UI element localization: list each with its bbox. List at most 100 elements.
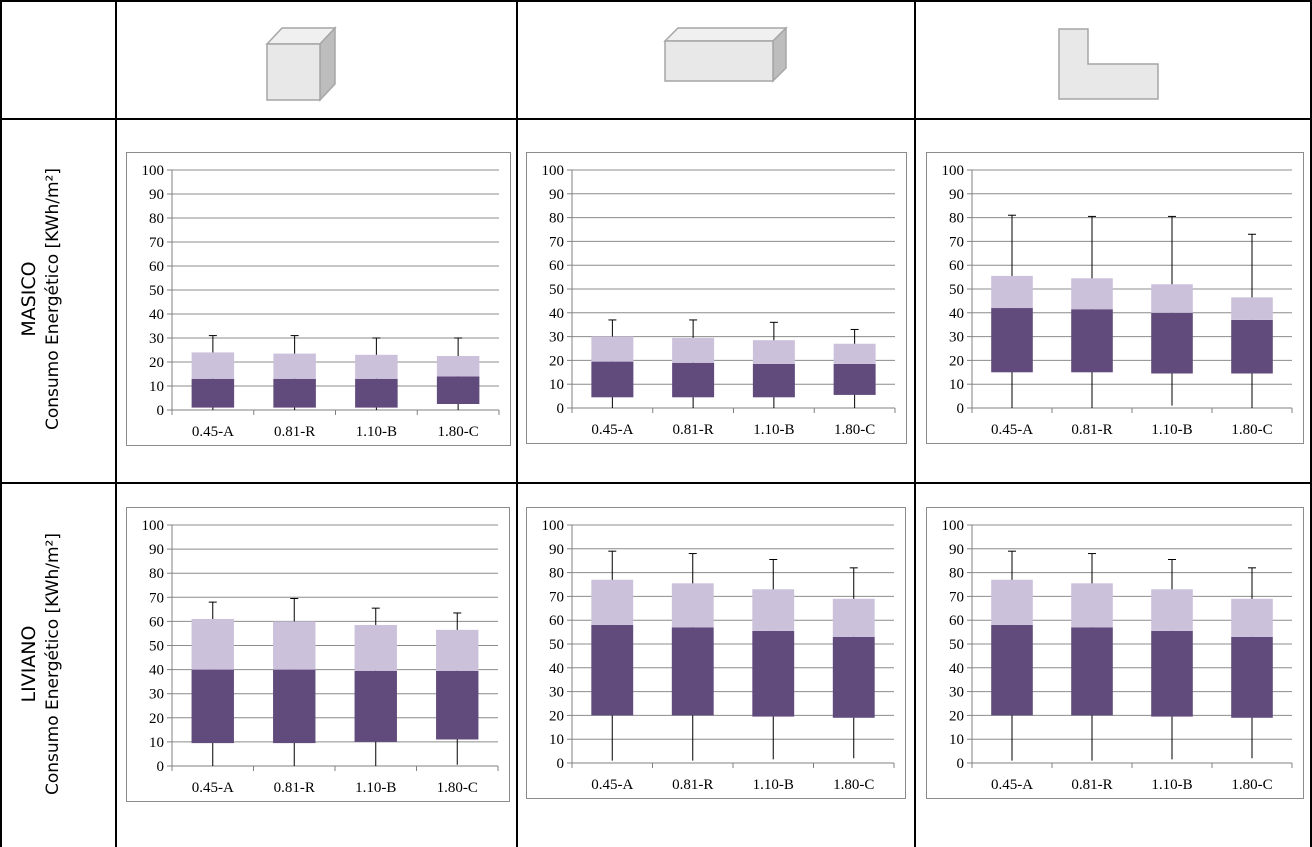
y-tick-label: 40 (549, 661, 564, 677)
y-tick-label: 20 (149, 711, 164, 727)
y-tick-label: 40 (149, 663, 164, 679)
y-tick-label: 90 (549, 187, 564, 203)
box-lower (591, 624, 634, 716)
y-tick-label: 10 (549, 377, 564, 393)
y-tick-label: 0 (957, 756, 965, 772)
y-tick-label: 10 (949, 732, 964, 748)
box-upper (591, 579, 634, 625)
y-tick-label: 60 (149, 259, 164, 275)
box-lower (1071, 627, 1113, 716)
box-upper (273, 621, 316, 670)
chart-masico-bar: 0 10 20 30 40 50 60 70 80 90 100 0.45-A 0.81-R 1.10-B… (526, 152, 907, 444)
y-tick-label: 20 (149, 355, 164, 371)
chart-masico-cube: 0 10 20 30 40 50 60 70 80 90 100 0.45-A 0.81-R 1.10-B… (126, 152, 511, 446)
box-lower (191, 378, 235, 408)
y-tick-label: 60 (149, 614, 164, 630)
y-tick-label: 60 (949, 258, 964, 274)
y-tick-label: 10 (949, 377, 964, 393)
box-upper (1151, 589, 1193, 631)
box-upper (752, 340, 795, 364)
y-tick-label: 80 (149, 566, 164, 582)
y-tick-label: 50 (549, 637, 564, 653)
x-tick-label: 0.81-R (1071, 422, 1112, 438)
x-tick-label: 0.45-A (991, 777, 1033, 793)
box-lower (354, 670, 397, 742)
y-tick-label: 80 (549, 211, 564, 227)
y-axis-title: Consumo Energético [KWh/m²] (43, 533, 63, 795)
x-tick-label: 0.81-R (274, 780, 315, 796)
box-upper (1151, 284, 1193, 313)
box-lower (591, 361, 634, 398)
y-tick-label: 80 (549, 566, 564, 582)
x-tick-label: 1.80-C (1231, 777, 1272, 793)
y-tick-label: 70 (949, 589, 964, 605)
y-tick-label: 100 (542, 518, 565, 534)
x-tick-label: 1.80-C (1231, 422, 1272, 438)
x-tick-label: 0.81-R (672, 777, 713, 793)
box-upper (191, 352, 235, 379)
y-tick-label: 90 (149, 187, 164, 203)
y-tick-label: 70 (949, 234, 964, 250)
chart-liviano-cube: 0 10 20 30 40 50 60 70 80 90 100 0.45-A 0.81-R 1.10-B… (126, 507, 510, 802)
cube-shape-icon (265, 26, 337, 102)
y-tick-label: 40 (949, 661, 964, 677)
box-upper (671, 583, 714, 628)
x-tick-label: 1.10-B (355, 780, 396, 796)
box-upper (436, 629, 479, 671)
box-upper (591, 336, 634, 362)
y-tick-label: 60 (549, 258, 564, 274)
box-upper (436, 356, 480, 377)
x-tick-label: 0.45-A (591, 777, 633, 793)
box-lower (191, 669, 234, 744)
y-tick-label: 50 (149, 639, 164, 655)
y-tick-label: 100 (542, 163, 565, 179)
box-lower (1231, 319, 1273, 374)
box-lower (991, 624, 1033, 716)
table-border-left (0, 0, 2, 847)
l-shape-icon (1058, 28, 1159, 100)
box-lower (436, 376, 480, 404)
y-tick-label: 10 (149, 379, 164, 395)
box-lower (436, 670, 479, 740)
box-upper (273, 353, 316, 379)
table-col-divider-2 (516, 0, 518, 847)
box-upper (833, 343, 876, 364)
y-tick-label: 80 (949, 566, 964, 582)
y-tick-label: 30 (149, 331, 164, 347)
y-tick-label: 20 (549, 708, 564, 724)
table-divider-1 (0, 118, 1312, 120)
x-tick-label: 0.45-A (192, 780, 234, 796)
table-divider-2 (0, 482, 1312, 484)
y-axis-title: Consumo Energético [KWh/m²] (43, 168, 63, 430)
chart-liviano-l: 0 10 20 30 40 50 60 70 80 90 100 0.45-A 0.81-R 1.10-B… (926, 507, 1304, 799)
table-border-right (1310, 0, 1312, 847)
box-lower (832, 636, 875, 718)
y-tick-label: 20 (949, 353, 964, 369)
chart-masico-l: 0 10 20 30 40 50 60 70 80 90 100 0.45-A 0.81-R 1.10-B… (926, 152, 1304, 444)
box-lower (672, 362, 715, 398)
y-tick-label: 70 (149, 590, 164, 606)
box-lower (991, 308, 1033, 373)
y-tick-label: 0 (157, 759, 165, 775)
box-upper (191, 618, 234, 670)
y-tick-label: 70 (549, 589, 564, 605)
x-tick-label: 0.81-R (673, 422, 714, 438)
bar-shape-icon (663, 26, 788, 83)
box-upper (991, 275, 1033, 309)
x-tick-label: 1.80-C (437, 780, 478, 796)
x-tick-label: 1.10-B (356, 424, 397, 440)
y-tick-label: 30 (149, 687, 164, 703)
y-tick-label: 70 (149, 235, 164, 251)
y-tick-label: 30 (549, 685, 564, 701)
x-tick-label: 0.45-A (192, 424, 234, 440)
y-tick-label: 100 (142, 163, 165, 179)
x-tick-label: 1.80-C (438, 424, 479, 440)
box-lower (1071, 309, 1113, 373)
box-lower (1231, 636, 1273, 718)
chart-frame (526, 152, 907, 444)
box-upper (991, 579, 1033, 625)
box-lower (752, 363, 795, 398)
y-tick-label: 60 (549, 613, 564, 629)
x-tick-label: 1.10-B (753, 422, 794, 438)
